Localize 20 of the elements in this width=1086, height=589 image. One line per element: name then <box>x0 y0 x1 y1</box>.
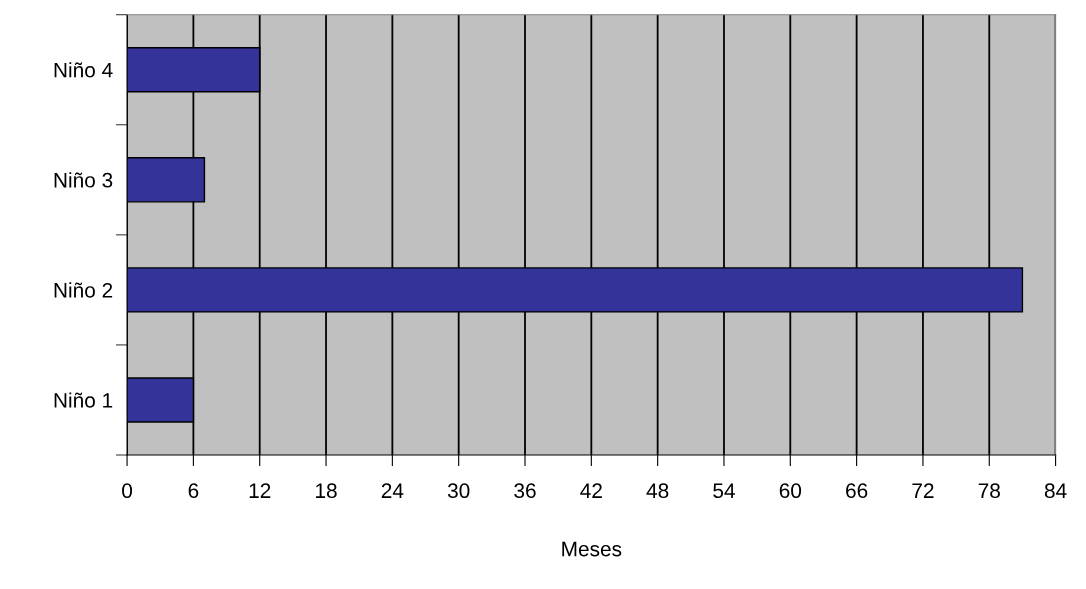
x-tick-label: 30 <box>447 483 470 499</box>
x-tick-label: 0 <box>122 483 133 499</box>
x-tick-label: 66 <box>846 483 868 499</box>
x-tick-label: 78 <box>978 483 1000 499</box>
y-tick-label: Niño 1 <box>54 392 113 408</box>
x-tick-label: 6 <box>188 483 199 499</box>
x-tick-label: 54 <box>713 483 735 499</box>
x-tick-label: 18 <box>316 483 337 499</box>
x-axis-title: Meses <box>562 541 622 557</box>
x-tick-label: 60 <box>779 483 802 499</box>
y-tick-label: Niño 2 <box>54 282 113 298</box>
x-tick-label: 42 <box>580 483 602 498</box>
x-tick-label: 72 <box>912 483 934 498</box>
y-tick-label: Niño 4 <box>54 62 113 78</box>
x-tick-label: 24 <box>381 483 404 498</box>
x-tick-label: 84 <box>1044 483 1067 499</box>
y-tick-label: Niño 3 <box>54 172 113 188</box>
x-tick-label: 48 <box>646 483 669 499</box>
x-tick-label: 36 <box>514 483 536 499</box>
x-tick-label: 12 <box>249 483 271 498</box>
